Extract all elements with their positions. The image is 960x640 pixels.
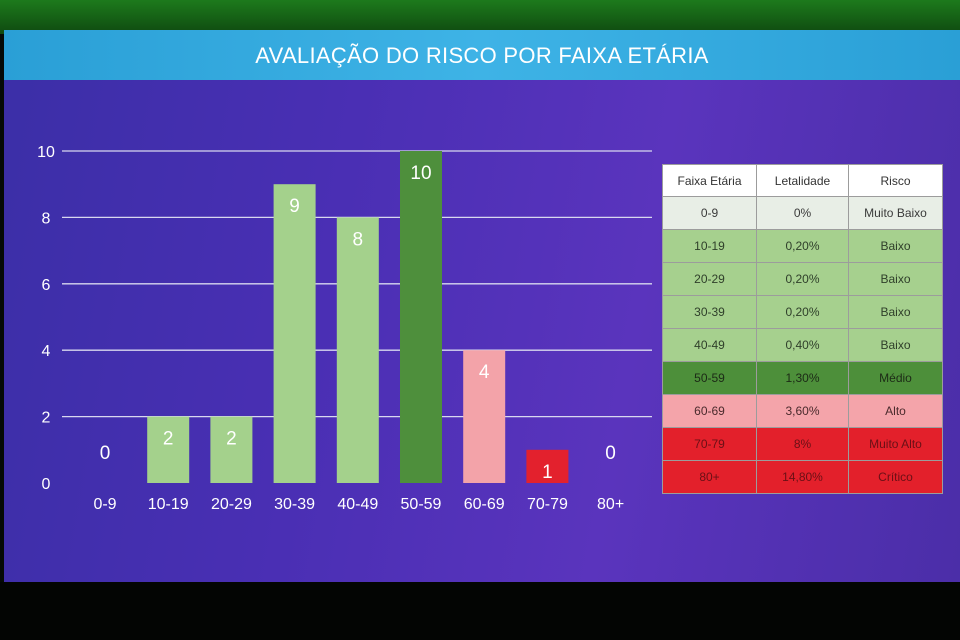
cell-risco: Baixo	[848, 262, 943, 296]
table-row: 70-79 8% Muito Alto	[662, 427, 943, 461]
cell-letalidade: 0%	[756, 196, 849, 230]
y-tick-label: 6	[42, 277, 51, 294]
cell-risco: Muito Alto	[848, 427, 943, 461]
x-tick-label: 80+	[597, 496, 624, 513]
header-letalidade: Letalidade	[756, 164, 849, 197]
header-faixa-etaria: Faixa Etária	[662, 164, 757, 197]
bar	[526, 449, 569, 483]
bar-chart: 024681000-9210-19220-29930-39840-491050-…	[37, 144, 652, 513]
table-row: 0-9 0% Muito Baixo	[662, 196, 943, 230]
table-header-row: Faixa Etária Letalidade Risco	[662, 164, 943, 197]
risk-table: Faixa Etária Letalidade Risco 0-9 0% Muito…	[662, 164, 943, 494]
table-row: 80+ 14,80% Crítico	[662, 460, 943, 494]
bar-value-label: 2	[163, 429, 174, 450]
cell-risco: Baixo	[848, 328, 943, 362]
cell-letalidade: 0,20%	[756, 262, 849, 296]
bar	[400, 151, 442, 483]
header-risco: Risco	[848, 164, 943, 197]
bar-value-label: 2	[226, 429, 237, 450]
bar-value-label: 1	[542, 462, 553, 483]
cell-faixa-etaria: 60-69	[662, 394, 757, 428]
bottom-bezel	[0, 582, 960, 640]
bar	[336, 217, 379, 483]
cell-risco: Baixo	[848, 229, 943, 263]
cell-risco: Muito Baixo	[848, 196, 943, 230]
bar	[210, 416, 253, 483]
y-tick-label: 4	[42, 343, 51, 360]
cell-risco: Alto	[848, 394, 943, 428]
title-bar: AVALIAÇÃO DO RISCO POR FAIXA ETÁRIA	[4, 30, 960, 80]
x-tick-label: 30-39	[274, 496, 315, 513]
x-tick-label: 70-79	[527, 496, 568, 513]
x-tick-label: 60-69	[464, 496, 505, 513]
bar-value-label: 10	[410, 163, 431, 184]
cell-risco: Crítico	[848, 460, 943, 494]
table-row: 40-49 0,40% Baixo	[662, 328, 943, 362]
x-tick-label: 0-9	[93, 496, 116, 513]
cell-risco: Médio	[848, 361, 943, 395]
table-row: 10-19 0,20% Baixo	[662, 229, 943, 263]
cell-letalidade: 0,20%	[756, 229, 849, 263]
x-tick-label: 40-49	[337, 496, 378, 513]
chart-title: AVALIAÇÃO DO RISCO POR FAIXA ETÁRIA	[255, 43, 709, 68]
y-tick-label: 0	[42, 476, 51, 493]
x-tick-label: 50-59	[401, 496, 442, 513]
table-row: 50-59 1,30% Médio	[662, 361, 943, 395]
bar-value-label: 0	[605, 443, 616, 464]
cell-letalidade: 0,20%	[756, 295, 849, 329]
cell-letalidade: 0,40%	[756, 328, 849, 362]
table-body: 0-9 0% Muito Baixo 10-19 0,20% Baixo 20-29 0,20…	[662, 196, 943, 494]
x-tick-label: 20-29	[211, 496, 252, 513]
bar-value-label: 8	[353, 229, 364, 250]
table-row: 60-69 3,60% Alto	[662, 394, 943, 428]
cell-faixa-etaria: 20-29	[662, 262, 757, 296]
cell-letalidade: 8%	[756, 427, 849, 461]
presentation-screen: AVALIAÇÃO DO RISCO POR FAIXA ETÁRIA 0 2 4 6…	[4, 30, 960, 582]
bar-value-label: 4	[479, 362, 490, 383]
bar	[147, 416, 190, 483]
table-row: 30-39 0,20% Baixo	[662, 295, 943, 329]
cell-faixa-etaria: 80+	[662, 460, 757, 494]
bar	[273, 184, 316, 483]
bar-value-label: 9	[289, 196, 300, 217]
cell-faixa-etaria: 10-19	[662, 229, 757, 263]
y-tick-label: 10	[37, 144, 55, 161]
cell-faixa-etaria: 30-39	[662, 295, 757, 329]
cell-risco: Baixo	[848, 295, 943, 329]
cell-faixa-etaria: 0-9	[662, 196, 757, 230]
top-screen-edge	[0, 0, 960, 34]
cell-faixa-etaria: 40-49	[662, 328, 757, 362]
cell-letalidade: 1,30%	[756, 361, 849, 395]
cell-faixa-etaria: 50-59	[662, 361, 757, 395]
cell-letalidade: 14,80%	[756, 460, 849, 494]
y-tick-label: 2	[42, 410, 51, 427]
bar-value-label: 0	[100, 443, 111, 464]
bar	[463, 350, 506, 483]
y-tick-label: 8	[42, 210, 51, 227]
cell-letalidade: 3,60%	[756, 394, 849, 428]
table-row: 20-29 0,20% Baixo	[662, 262, 943, 296]
x-tick-label: 10-19	[148, 496, 189, 513]
cell-faixa-etaria: 70-79	[662, 427, 757, 461]
